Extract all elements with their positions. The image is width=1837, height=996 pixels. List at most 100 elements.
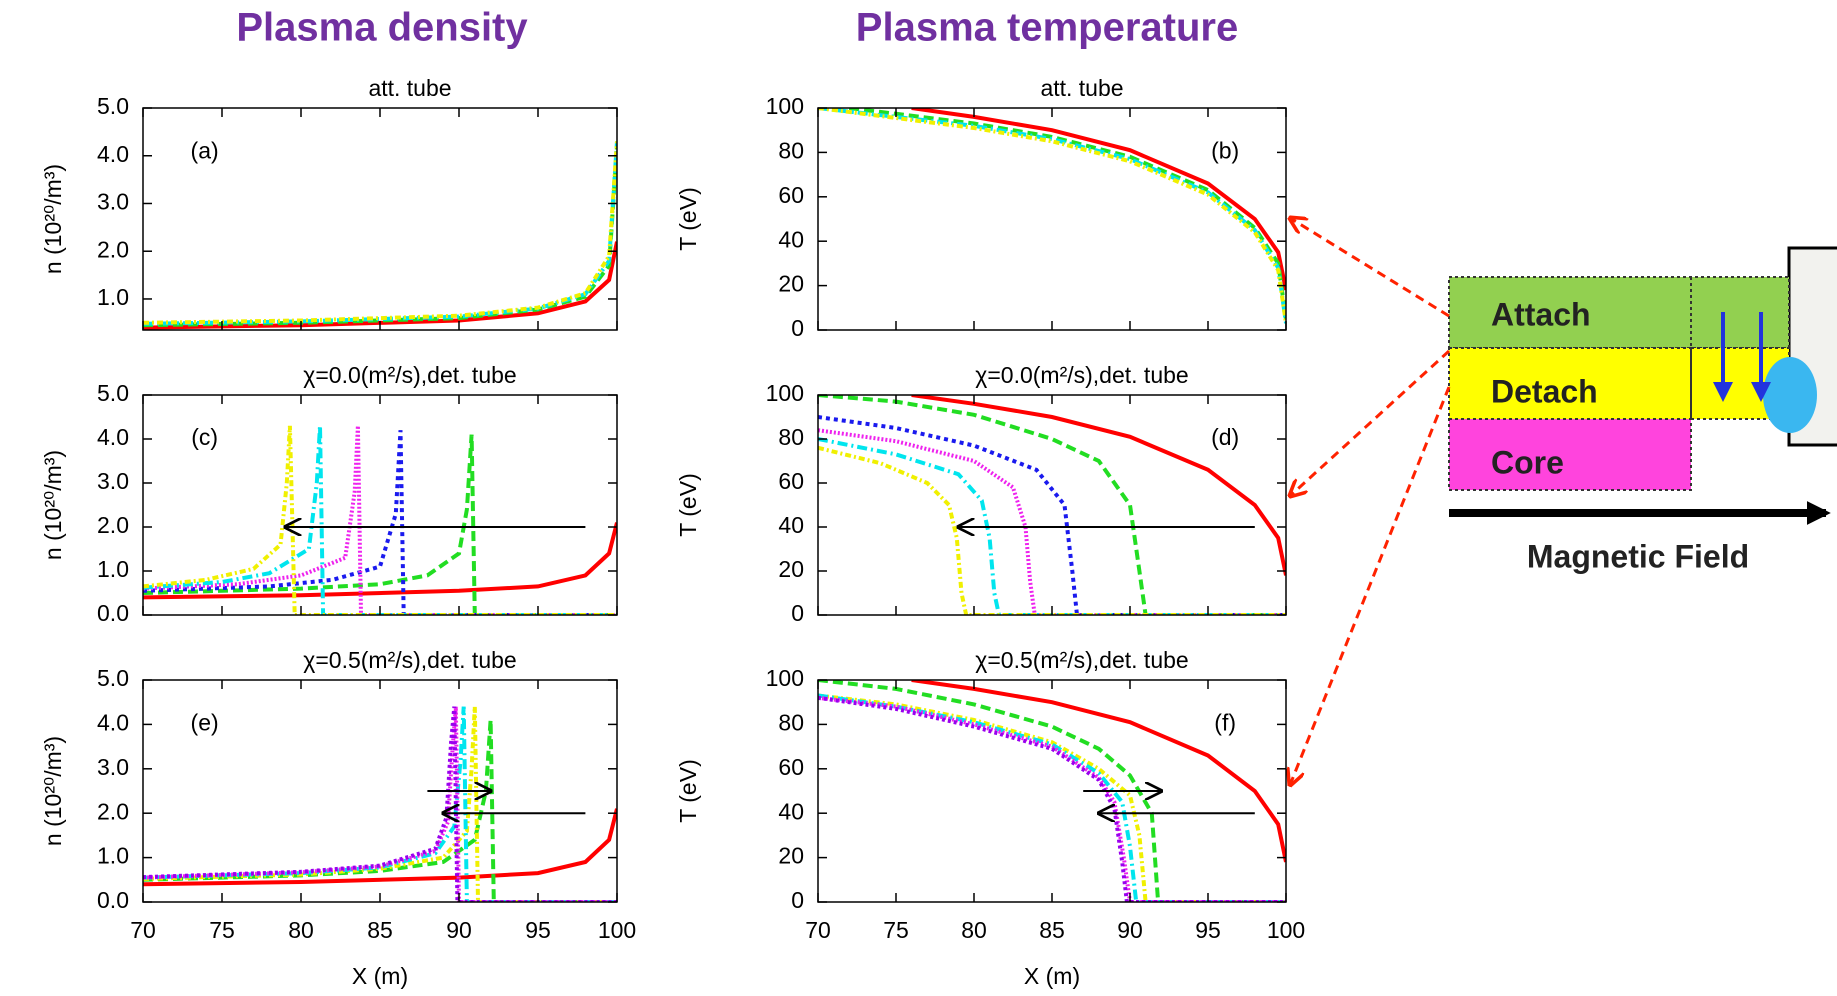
x-tick-label: 90 — [446, 917, 472, 943]
y-tick-label: 4.0 — [97, 709, 129, 735]
x-axis-label: X (m) — [352, 963, 408, 989]
y-axis-label: T (eV) — [675, 759, 701, 822]
x-tick-label: 100 — [598, 917, 636, 943]
panel-title: χ=0.5(m²/s),det. tube — [975, 647, 1188, 673]
y-tick-label: 80 — [778, 424, 804, 450]
y-tick-label: 4.0 — [97, 424, 129, 450]
x-tick-label: 80 — [288, 917, 314, 943]
series-line — [143, 241, 617, 330]
series-line — [818, 108, 1286, 324]
y-tick-label: 40 — [778, 226, 804, 252]
y-tick-label: 3.0 — [97, 189, 129, 215]
panel-annotation: (a) — [191, 137, 219, 163]
series-line — [143, 425, 617, 615]
series-line — [911, 395, 1286, 576]
y-axis-label: n (10²⁰/m³) — [40, 736, 66, 846]
panel-title: χ=0.0(m²/s),det. tube — [975, 362, 1188, 388]
y-tick-label: 60 — [778, 468, 804, 494]
y-tick-label: 60 — [778, 182, 804, 208]
x-tick-label: 70 — [130, 917, 156, 943]
heading: Plasma density — [236, 6, 528, 50]
panel-annotation: (d) — [1211, 424, 1239, 450]
y-tick-label: 5.0 — [97, 380, 129, 406]
y-tick-label: 0 — [791, 887, 804, 913]
y-tick-label: 0.0 — [97, 887, 129, 913]
pointer — [1290, 386, 1451, 785]
y-tick-label: 2.0 — [97, 512, 129, 538]
y-tick-label: 20 — [778, 556, 804, 582]
x-tick-label: 95 — [1195, 917, 1221, 943]
series-line — [143, 522, 617, 600]
series-line — [143, 141, 617, 326]
x-tick-label: 80 — [961, 917, 987, 943]
plot-area — [143, 706, 617, 902]
series-line — [818, 395, 1286, 615]
x-tick-label: 85 — [1039, 917, 1065, 943]
series-line — [818, 695, 1286, 902]
y-tick-label: 5.0 — [97, 93, 129, 119]
y-tick-label: 80 — [778, 709, 804, 735]
y-tick-label: 100 — [766, 380, 804, 406]
series-line — [143, 141, 617, 325]
y-axis-label: T (eV) — [675, 187, 701, 250]
y-axis-label: n (10²⁰/m³) — [40, 450, 66, 560]
diagram-label: Attach — [1491, 296, 1591, 332]
y-tick-label: 3.0 — [97, 468, 129, 494]
plot-area — [818, 395, 1286, 615]
y-tick-label: 2.0 — [97, 798, 129, 824]
series-line — [143, 706, 617, 902]
y-tick-label: 2.0 — [97, 236, 129, 262]
y-tick-label: 1.0 — [97, 556, 129, 582]
y-tick-label: 4.0 — [97, 141, 129, 167]
plot-area — [143, 141, 617, 330]
panel-annotation: (e) — [191, 709, 219, 735]
core-box — [1448, 418, 1692, 491]
y-tick-label: 100 — [766, 665, 804, 691]
diagram-label: Core — [1491, 444, 1564, 480]
plot-area — [143, 425, 617, 615]
series-line — [143, 425, 617, 615]
y-tick-label: 80 — [778, 137, 804, 163]
detach-box — [1448, 347, 1692, 420]
x-tick-label: 85 — [367, 917, 393, 943]
x-tick-label: 70 — [805, 917, 831, 943]
series-line — [911, 108, 1286, 291]
x-tick-label: 90 — [1117, 917, 1143, 943]
pointer — [1290, 349, 1451, 496]
diagram-label: Magnetic Field — [1527, 538, 1749, 574]
series-line — [818, 695, 1286, 902]
attach-box — [1448, 276, 1790, 349]
panel-title: att. tube — [1040, 75, 1123, 101]
series-line — [143, 146, 617, 328]
series-line — [818, 445, 1286, 615]
y-tick-label: 0 — [791, 315, 804, 341]
y-tick-label: 20 — [778, 843, 804, 869]
panel-title: att. tube — [368, 75, 451, 101]
x-tick-label: 75 — [209, 917, 235, 943]
y-tick-label: 1.0 — [97, 843, 129, 869]
panel-annotation: (c) — [191, 424, 218, 450]
series-line — [848, 108, 1286, 320]
y-tick-label: 40 — [778, 798, 804, 824]
x-tick-label: 75 — [883, 917, 909, 943]
diagram: Attach Detach Core Magnetic Field — [1290, 218, 1837, 785]
x-axis-label: X (m) — [1024, 963, 1080, 989]
y-tick-label: 0.0 — [97, 600, 129, 626]
series-line — [143, 808, 617, 887]
panel-title: χ=0.5(m²/s),det. tube — [303, 647, 516, 673]
series-line — [143, 434, 617, 615]
y-tick-label: 60 — [778, 754, 804, 780]
plot-area — [818, 108, 1286, 324]
pointer — [1290, 218, 1450, 318]
y-tick-label: 3.0 — [97, 754, 129, 780]
diagram-label: Detach — [1491, 373, 1598, 409]
y-tick-label: 20 — [778, 271, 804, 297]
cloud — [1763, 357, 1817, 433]
series-line — [818, 680, 1286, 902]
panel-annotation: (f) — [1214, 709, 1236, 735]
heading: Plasma temperature — [856, 6, 1238, 50]
series-line — [143, 430, 617, 615]
panel-annotation: (b) — [1211, 137, 1239, 163]
y-tick-label: 1.0 — [97, 284, 129, 310]
